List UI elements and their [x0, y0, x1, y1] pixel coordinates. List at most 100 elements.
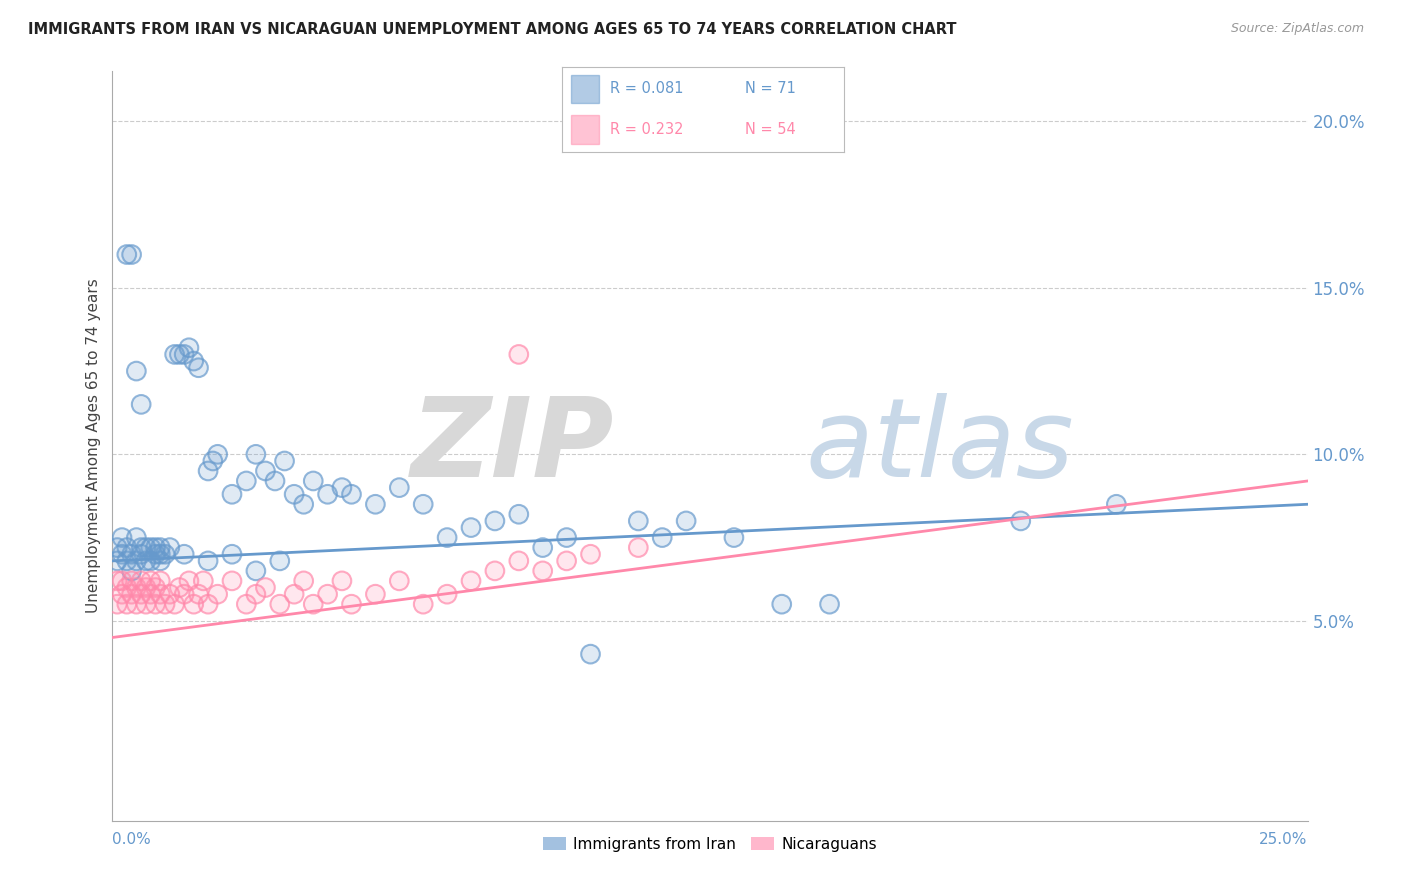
Point — [125, 581, 148, 595]
Point — [125, 581, 148, 595]
Point — [330, 481, 353, 495]
Point — [129, 541, 152, 555]
Point — [508, 508, 530, 522]
Point — [207, 587, 229, 601]
Point — [283, 487, 305, 501]
Point — [125, 364, 148, 378]
Point — [135, 554, 157, 568]
Point — [115, 581, 138, 595]
Point — [111, 547, 134, 561]
Point — [330, 481, 353, 495]
Point — [177, 341, 200, 355]
Point — [183, 354, 205, 368]
Point — [173, 547, 195, 561]
Point — [177, 341, 200, 355]
Point — [121, 574, 143, 588]
Point — [163, 347, 186, 361]
Point — [508, 347, 530, 361]
Point — [388, 481, 411, 495]
Point — [135, 597, 157, 611]
Point — [159, 541, 181, 555]
Point — [105, 541, 128, 555]
Point — [273, 454, 295, 468]
Point — [149, 547, 172, 561]
Point — [221, 574, 243, 588]
Point — [149, 541, 172, 555]
Point — [283, 587, 305, 601]
Point — [149, 587, 172, 601]
Point — [330, 574, 353, 588]
Point — [115, 581, 138, 595]
Text: ZIP: ZIP — [411, 392, 614, 500]
Point — [111, 531, 134, 545]
Point — [302, 597, 325, 611]
Point — [579, 547, 602, 561]
Point — [129, 541, 152, 555]
Point — [139, 574, 162, 588]
Point — [269, 554, 291, 568]
Point — [340, 487, 363, 501]
Point — [145, 541, 167, 555]
Point — [1010, 514, 1032, 528]
Point — [173, 347, 195, 361]
Point — [197, 464, 219, 478]
Point — [316, 487, 339, 501]
Point — [121, 564, 143, 578]
Point — [316, 487, 339, 501]
Point — [121, 247, 143, 261]
Point — [125, 554, 148, 568]
Point — [121, 587, 143, 601]
Point — [555, 554, 578, 568]
Point — [193, 574, 215, 588]
Point — [235, 597, 257, 611]
Point — [292, 574, 315, 588]
Point — [254, 581, 277, 595]
Point — [139, 554, 162, 568]
Point — [245, 587, 267, 601]
Point — [221, 574, 243, 588]
Point — [531, 564, 554, 578]
Point — [145, 547, 167, 561]
Point — [149, 547, 172, 561]
Bar — [571, 75, 599, 103]
Point — [145, 547, 167, 561]
Point — [197, 597, 219, 611]
Point — [388, 574, 411, 588]
Point — [111, 574, 134, 588]
Point — [508, 508, 530, 522]
Point — [187, 587, 209, 601]
Point — [149, 587, 172, 601]
Point — [129, 547, 152, 561]
Point — [135, 541, 157, 555]
Point — [1010, 514, 1032, 528]
Point — [316, 587, 339, 601]
Point — [770, 597, 793, 611]
Point — [139, 587, 162, 601]
Point — [627, 514, 650, 528]
Point — [163, 347, 186, 361]
Point — [675, 514, 697, 528]
Point — [183, 354, 205, 368]
Point — [723, 531, 745, 545]
Point — [254, 581, 277, 595]
Text: atlas: atlas — [806, 392, 1074, 500]
Point — [201, 454, 224, 468]
Point — [129, 397, 152, 411]
Point — [193, 574, 215, 588]
Point — [177, 574, 200, 588]
Point — [460, 520, 482, 534]
Point — [302, 474, 325, 488]
Point — [292, 497, 315, 511]
Point — [221, 487, 243, 501]
Point — [269, 597, 291, 611]
Point — [207, 447, 229, 461]
Point — [555, 531, 578, 545]
Point — [169, 581, 191, 595]
Point — [153, 597, 176, 611]
Point — [292, 574, 315, 588]
Point — [105, 541, 128, 555]
Point — [183, 597, 205, 611]
Point — [221, 547, 243, 561]
Point — [818, 597, 841, 611]
Point — [139, 541, 162, 555]
